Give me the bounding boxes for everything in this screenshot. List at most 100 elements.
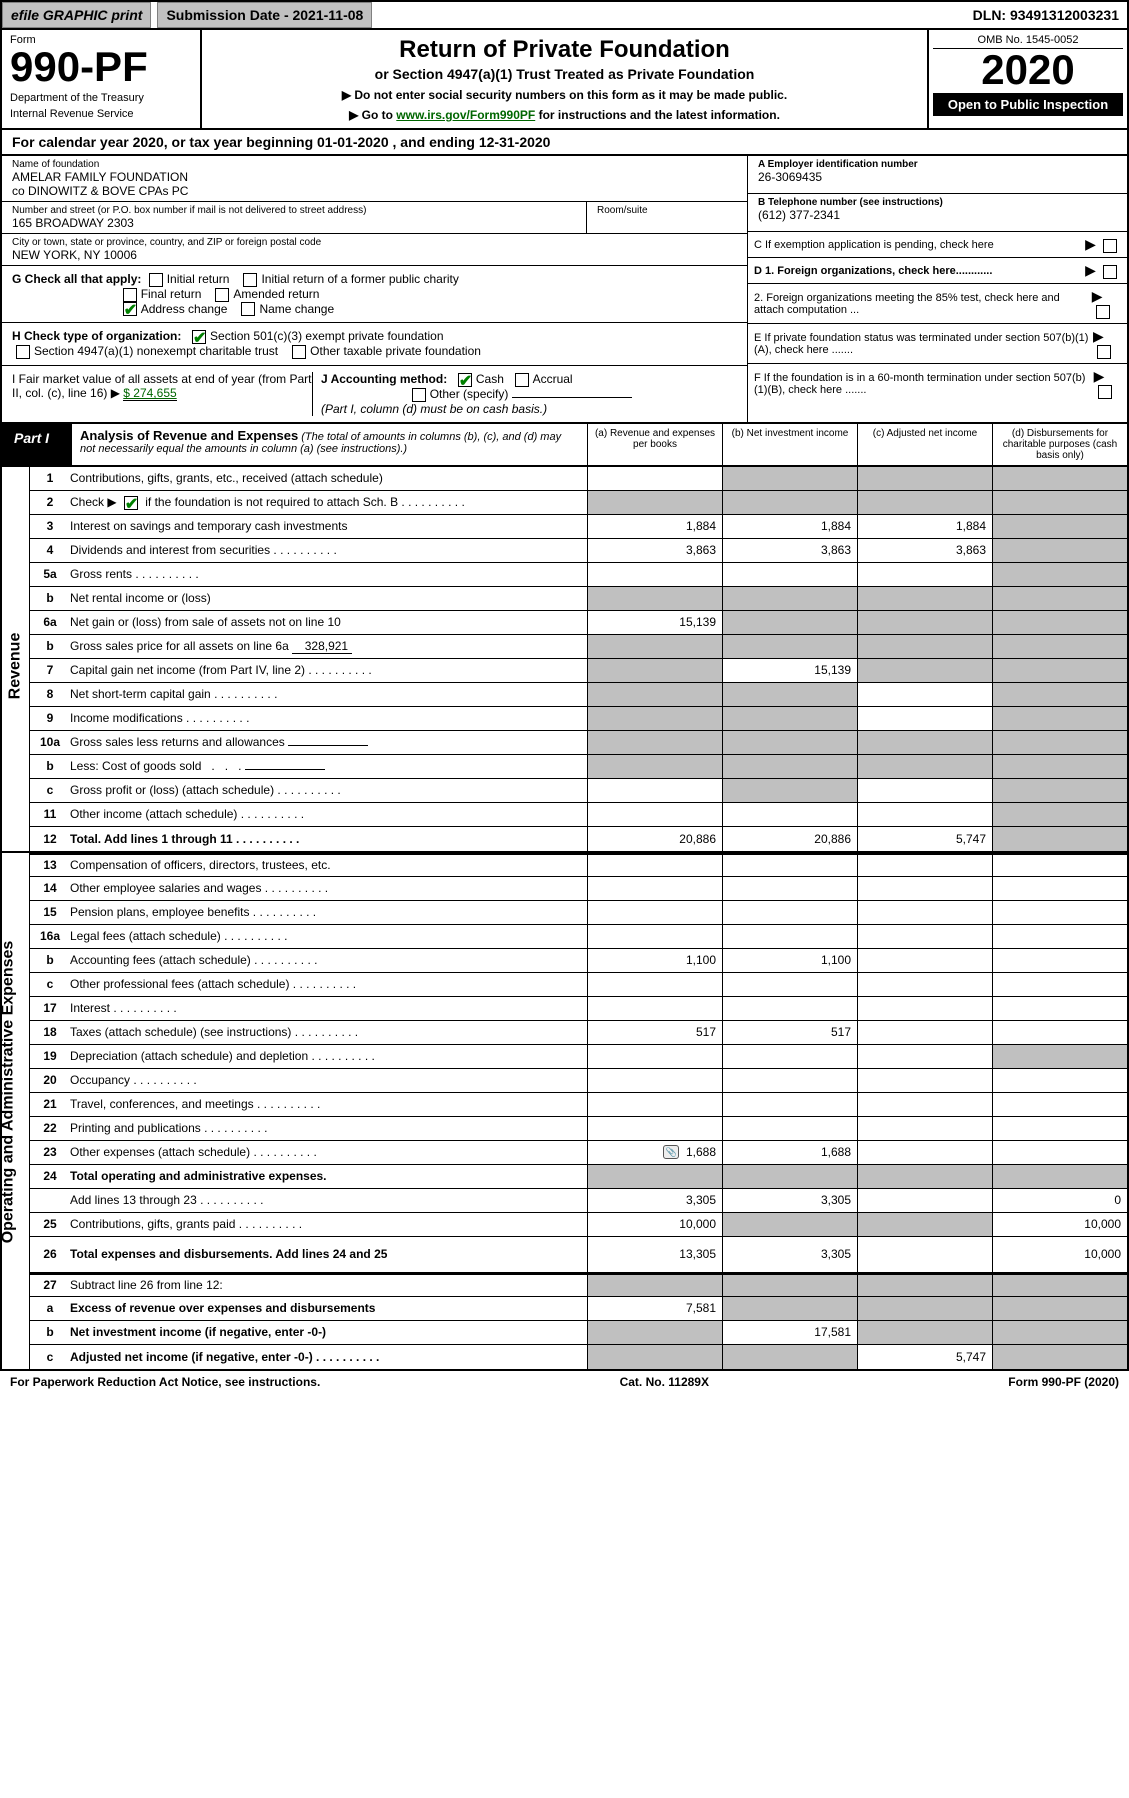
cb-4947[interactable] — [16, 345, 30, 359]
foundation-name: AMELAR FAMILY FOUNDATION — [12, 170, 737, 184]
section-g: G Check all that apply: Initial return I… — [2, 266, 747, 323]
cb-sch-b[interactable] — [124, 496, 138, 510]
line-27c: cAdjusted net income (if negative, enter… — [30, 1345, 1127, 1369]
line-23: 23Other expenses (attach schedule)📎 1,68… — [30, 1141, 1127, 1165]
line-5b: bNet rental income or (loss) — [30, 587, 1127, 611]
line-26: 26Total expenses and disbursements. Add … — [30, 1237, 1127, 1273]
cb-other-taxable[interactable] — [292, 345, 306, 359]
line-3: 3Interest on savings and temporary cash … — [30, 515, 1127, 539]
section-e: E If private foundation status was termi… — [748, 324, 1127, 364]
d1-label: D 1. Foreign organizations, check here..… — [754, 265, 992, 277]
cb-initial-return[interactable] — [149, 273, 163, 287]
opt-initial: Initial return — [167, 272, 230, 286]
line-5a: 5aGross rents — [30, 563, 1127, 587]
opt-cash: Cash — [476, 372, 504, 386]
sub-title: or Section 4947(a)(1) Trust Treated as P… — [214, 66, 915, 82]
line-21: 21Travel, conferences, and meetings — [30, 1093, 1127, 1117]
main-title: Return of Private Foundation — [214, 36, 915, 64]
name-label: Name of foundation — [12, 159, 737, 170]
cb-exemption-pending[interactable] — [1103, 239, 1117, 253]
address: 165 BROADWAY 2303 — [12, 216, 576, 230]
room-label: Room/suite — [597, 205, 737, 216]
form-number: 990-PF — [10, 46, 192, 88]
section-h: H Check type of organization: Section 50… — [2, 323, 747, 366]
efile-print-button[interactable]: efile GRAPHIC print — [2, 2, 151, 28]
e-label: E If private foundation status was termi… — [754, 332, 1093, 356]
line-11: 11Other income (attach schedule) — [30, 803, 1127, 827]
form-url-link[interactable]: www.irs.gov/Form990PF — [396, 108, 535, 122]
line-17: 17Interest — [30, 997, 1127, 1021]
city-label: City or town, state or province, country… — [12, 237, 737, 248]
fmv-value: $ 274,655 — [123, 386, 176, 401]
cb-status-terminated[interactable] — [1097, 345, 1111, 359]
line-1: 1Contributions, gifts, grants, etc., rec… — [30, 467, 1127, 491]
line-10b: bLess: Cost of goods sold . . . — [30, 755, 1127, 779]
col-a-head: (a) Revenue and expenses per books — [587, 424, 722, 465]
part1-label: Part I — [2, 424, 72, 465]
line-8: 8Net short-term capital gain — [30, 683, 1127, 707]
line-27: 27Subtract line 26 from line 12: — [30, 1273, 1127, 1297]
opt-addrchg: Address change — [141, 302, 228, 316]
section-f: F If the foundation is in a 60-month ter… — [748, 364, 1127, 403]
h-label: H Check type of organization: — [12, 329, 181, 343]
form-header: Form 990-PF Department of the Treasury I… — [0, 30, 1129, 130]
g-label: G Check all that apply: — [12, 272, 141, 286]
cb-85pct[interactable] — [1096, 305, 1110, 319]
instr-link-row: ▶ Go to www.irs.gov/Form990PF for instru… — [214, 108, 915, 122]
dept-treasury: Department of the Treasury — [10, 92, 192, 104]
section-d1: D 1. Foreign organizations, check here..… — [748, 258, 1127, 284]
f-label: F If the foundation is in a 60-month ter… — [754, 372, 1094, 396]
line-10c: cGross profit or (loss) (attach schedule… — [30, 779, 1127, 803]
instr-post: for instructions and the latest informat… — [539, 108, 780, 122]
city-value: NEW YORK, NY 10006 — [12, 248, 737, 262]
part1-title: Analysis of Revenue and Expenses — [80, 428, 298, 443]
opt-othertax: Other taxable private foundation — [310, 344, 481, 358]
cb-name-change[interactable] — [241, 302, 255, 316]
cb-cash[interactable] — [458, 373, 472, 387]
open-public-label: Open to Public Inspection — [933, 93, 1123, 116]
d2-label: 2. Foreign organizations meeting the 85%… — [754, 292, 1092, 316]
col-d-head: (d) Disbursements for charitable purpose… — [992, 424, 1127, 465]
opt-4947: Section 4947(a)(1) nonexempt charitable … — [34, 344, 278, 358]
cb-amended[interactable] — [215, 288, 229, 302]
irs-label: Internal Revenue Service — [10, 108, 192, 120]
line-24-sum: Add lines 13 through 233,3053,3050 — [30, 1189, 1127, 1213]
line-13: 13Compensation of officers, directors, t… — [30, 853, 1127, 877]
opt-accrual: Accrual — [533, 372, 573, 386]
section-d2: 2. Foreign organizations meeting the 85%… — [748, 284, 1127, 324]
line-6b: bGross sales price for all assets on lin… — [30, 635, 1127, 659]
line-12: 12Total. Add lines 1 through 1120,88620,… — [30, 827, 1127, 851]
line-25: 25Contributions, gifts, grants paid10,00… — [30, 1213, 1127, 1237]
line-27a: aExcess of revenue over expenses and dis… — [30, 1297, 1127, 1321]
cb-foreign-org[interactable] — [1103, 265, 1117, 279]
line-20: 20Occupancy — [30, 1069, 1127, 1093]
line-2: 2Check ▶ if the foundation is not requir… — [30, 491, 1127, 515]
line-4: 4Dividends and interest from securities3… — [30, 539, 1127, 563]
footer-form: Form 990-PF (2020) — [1008, 1375, 1119, 1389]
opt-namechg: Name change — [259, 302, 334, 316]
j-label: J Accounting method: — [321, 372, 447, 386]
page-footer: For Paperwork Reduction Act Notice, see … — [0, 1371, 1129, 1393]
calendar-year-line: For calendar year 2020, or tax year begi… — [0, 130, 1129, 156]
cb-other-method[interactable] — [412, 388, 426, 402]
line-14: 14Other employee salaries and wages — [30, 877, 1127, 901]
attachment-icon[interactable]: 📎 — [663, 1145, 679, 1159]
line-9: 9Income modifications — [30, 707, 1127, 731]
ein-value: 26-3069435 — [758, 170, 1117, 184]
section-c: C If exemption application is pending, c… — [748, 232, 1127, 258]
cb-501c3[interactable] — [192, 330, 206, 344]
top-bar: efile GRAPHIC print Submission Date - 20… — [0, 0, 1129, 30]
cb-address-change[interactable] — [123, 302, 137, 316]
cb-initial-former[interactable] — [243, 273, 257, 287]
line-18: 18Taxes (attach schedule) (see instructi… — [30, 1021, 1127, 1045]
cb-accrual[interactable] — [515, 373, 529, 387]
line-16c: cOther professional fees (attach schedul… — [30, 973, 1127, 997]
dln-number: DLN: 93491312003231 — [965, 3, 1127, 27]
expenses-side-label: Operating and Administrative Expenses — [0, 940, 17, 1243]
cb-60month[interactable] — [1098, 385, 1112, 399]
tel-label: B Telephone number (see instructions) — [758, 197, 1117, 208]
line-27b: bNet investment income (if negative, ent… — [30, 1321, 1127, 1345]
line-10a: 10aGross sales less returns and allowanc… — [30, 731, 1127, 755]
c-label: C If exemption application is pending, c… — [754, 239, 994, 251]
j-note: (Part I, column (d) must be on cash basi… — [321, 402, 547, 416]
